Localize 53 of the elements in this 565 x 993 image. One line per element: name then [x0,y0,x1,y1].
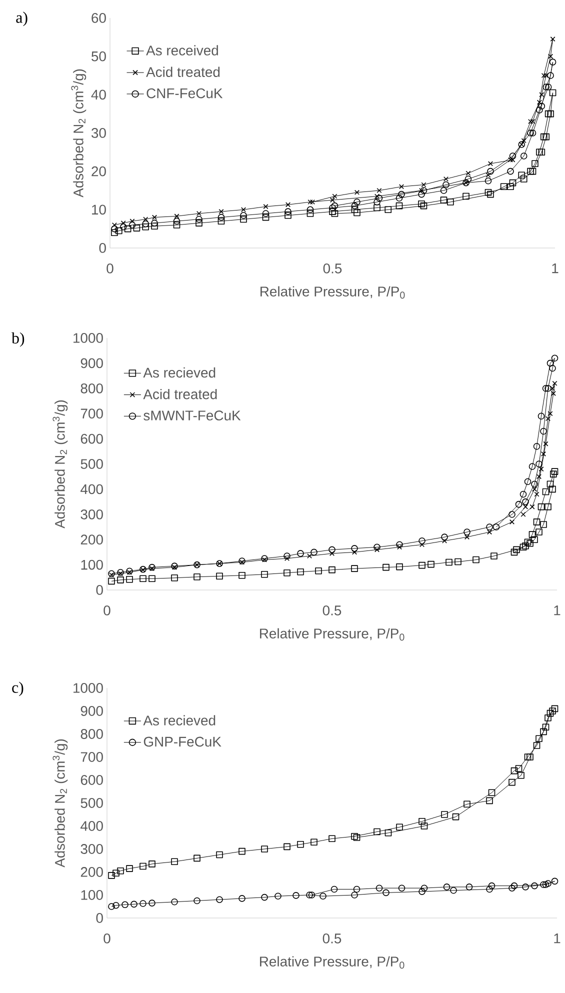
y-tick-label: 60 [92,13,106,23]
y-axis-title: Adsorbed N$_{2}$ (cm$^{3}$/g) [71,69,86,198]
legend-label: Acid treated [146,66,220,78]
x-tick-label: 0.5 [322,934,342,944]
y-tick-label: 40 [91,90,106,100]
y-axis-title: Adsorbed N$_{2}$ (cm$^{3}$/g) [52,400,68,528]
legend-label: sMWNT-FeCuK [144,410,241,420]
x-tick-label: 1 [554,934,560,944]
y-tick-label: 500 [80,798,103,808]
x-tick-label: 0 [106,264,114,274]
legend-label: As received [146,45,218,56]
y-tick-label: 800 [80,383,103,394]
y-tick-label: 0 [96,585,103,595]
x-tick-label: 0.5 [323,264,342,274]
y-tick-label: 200 [80,534,103,545]
chart-title: b) [12,332,24,347]
y-tick-label: 400 [80,821,103,831]
legend-label: Acid treated [143,388,217,400]
y-tick-label: 600 [80,775,103,785]
x-tick-label: 0.5 [322,606,342,616]
legend-label: CNF-FeCuK [146,88,223,98]
x-axis-title: Relative Pressure, P/P$_{0}$ [260,956,404,969]
y-tick-label: 900 [80,706,103,716]
y-tick-label: 0 [96,913,103,923]
y-tick-label: 1000 [74,333,103,343]
x-tick-label: 1 [552,264,558,274]
y-tick-label: 100 [81,560,103,570]
y-tick-label: 800 [80,729,103,739]
y-tick-label: 1000 [74,683,103,693]
y-tick-label: 30 [91,128,106,138]
x-tick-label: 1 [554,606,560,616]
x-axis-title: Relative Pressure, P/P$_{0}$ [260,286,405,299]
y-tick-label: 700 [80,408,103,419]
legend-label: GNP-FeCuK [144,736,222,747]
y-tick-label: 300 [80,844,103,854]
y-tick-label: 100 [81,890,103,900]
y-tick-label: 600 [80,434,103,444]
legend-label: As recieved [143,715,216,726]
y-axis-title: Adsorbed N$_{2}$ (cm$^{3}$/g) [52,739,68,868]
y-tick-label: 400 [80,484,103,494]
y-tick-label: 0 [99,243,106,253]
y-tick-label: 300 [80,509,103,520]
y-tick-label: 500 [80,459,103,469]
y-tick-label: 50 [92,51,106,62]
y-tick-label: 200 [80,867,103,877]
y-tick-label: 10 [92,204,106,215]
y-tick-label: 900 [80,358,103,368]
legend-label: As recieved [143,367,216,378]
y-tick-label: 700 [80,752,103,762]
chart-title: a) [16,12,28,26]
x-axis-title: Relative Pressure, P/P$_{0}$ [260,628,404,641]
y-tick-label: 20 [92,166,106,176]
chart-title: c) [12,682,24,696]
